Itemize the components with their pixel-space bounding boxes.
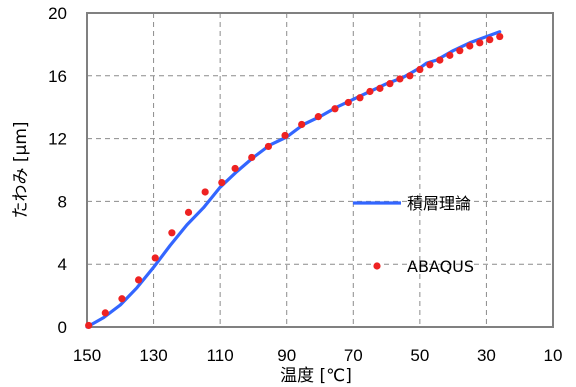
abaqus-point (446, 51, 454, 59)
abaqus-point (376, 84, 384, 92)
abaqus-point (118, 295, 126, 303)
abaqus-point (151, 254, 159, 262)
x-tick-label: 50 (410, 346, 429, 365)
x-axis-title: 温度 [℃] (280, 366, 352, 386)
abaqus-point (416, 65, 424, 74)
abaqus-point (168, 229, 176, 237)
abaqus-point (356, 94, 364, 102)
abaqus-point (248, 153, 256, 162)
abaqus-point (184, 208, 193, 216)
abaqus-point (456, 47, 464, 55)
abaqus-point (134, 276, 143, 284)
y-tick-label: 0 (58, 318, 67, 337)
abaqus-point (281, 131, 289, 140)
x-tick-label: 150 (73, 346, 101, 365)
abaqus-point (344, 98, 352, 107)
abaqus-point (264, 142, 273, 151)
x-tick-label: 130 (139, 346, 167, 365)
y-tick-label: 4 (58, 255, 67, 274)
y-tick-label: 20 (48, 4, 67, 23)
abaqus-point (386, 80, 394, 88)
abaqus-point (466, 42, 474, 50)
abaqus-point (496, 32, 504, 41)
abaqus-point (426, 61, 434, 69)
abaqus-point (231, 164, 239, 173)
x-tick-label: 90 (277, 346, 296, 365)
abaqus-point (201, 188, 209, 196)
abaqus-point (314, 113, 322, 121)
series-layer (85, 30, 504, 330)
abaqus-point (331, 105, 339, 113)
grid-lines (87, 13, 553, 327)
y-tick-labels: 0 4 8 12 16 20 (48, 4, 67, 337)
y-tick-label: 16 (48, 67, 67, 86)
x-tick-label: 30 (477, 346, 496, 365)
x-tick-label: 70 (344, 346, 363, 365)
legend-label-abaqus: ABAQUS (407, 257, 474, 276)
abaqus-point (396, 75, 404, 83)
x-tick-label: 110 (207, 346, 234, 365)
abaqus-point (101, 309, 109, 317)
abaqus-point (436, 56, 444, 64)
abaqus-point (85, 321, 93, 330)
legend-swatch-marker (373, 262, 381, 270)
legend-label-laminate-theory: 積層理論 (407, 194, 471, 213)
series-line-laminate-theory (85, 30, 502, 329)
x-tick-label: 10 (544, 346, 563, 365)
y-tick-label: 12 (48, 130, 67, 149)
y-tick-label: 8 (58, 192, 67, 211)
abaqus-point (298, 120, 306, 129)
x-tick-labels: 150 130 110 90 70 50 30 10 (73, 346, 563, 365)
abaqus-point (406, 72, 414, 80)
abaqus-point (218, 178, 226, 187)
abaqus-point (486, 36, 494, 44)
y-axis-title: たわみ [μm] (11, 121, 31, 218)
abaqus-point (476, 39, 484, 47)
plot-frame (86, 12, 554, 328)
legend: 積層理論 ABAQUS (353, 194, 474, 276)
abaqus-point (366, 87, 374, 96)
